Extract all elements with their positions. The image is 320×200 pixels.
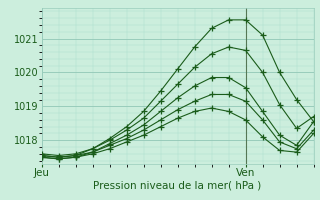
X-axis label: Pression niveau de la mer( hPa ): Pression niveau de la mer( hPa ) <box>93 181 262 191</box>
